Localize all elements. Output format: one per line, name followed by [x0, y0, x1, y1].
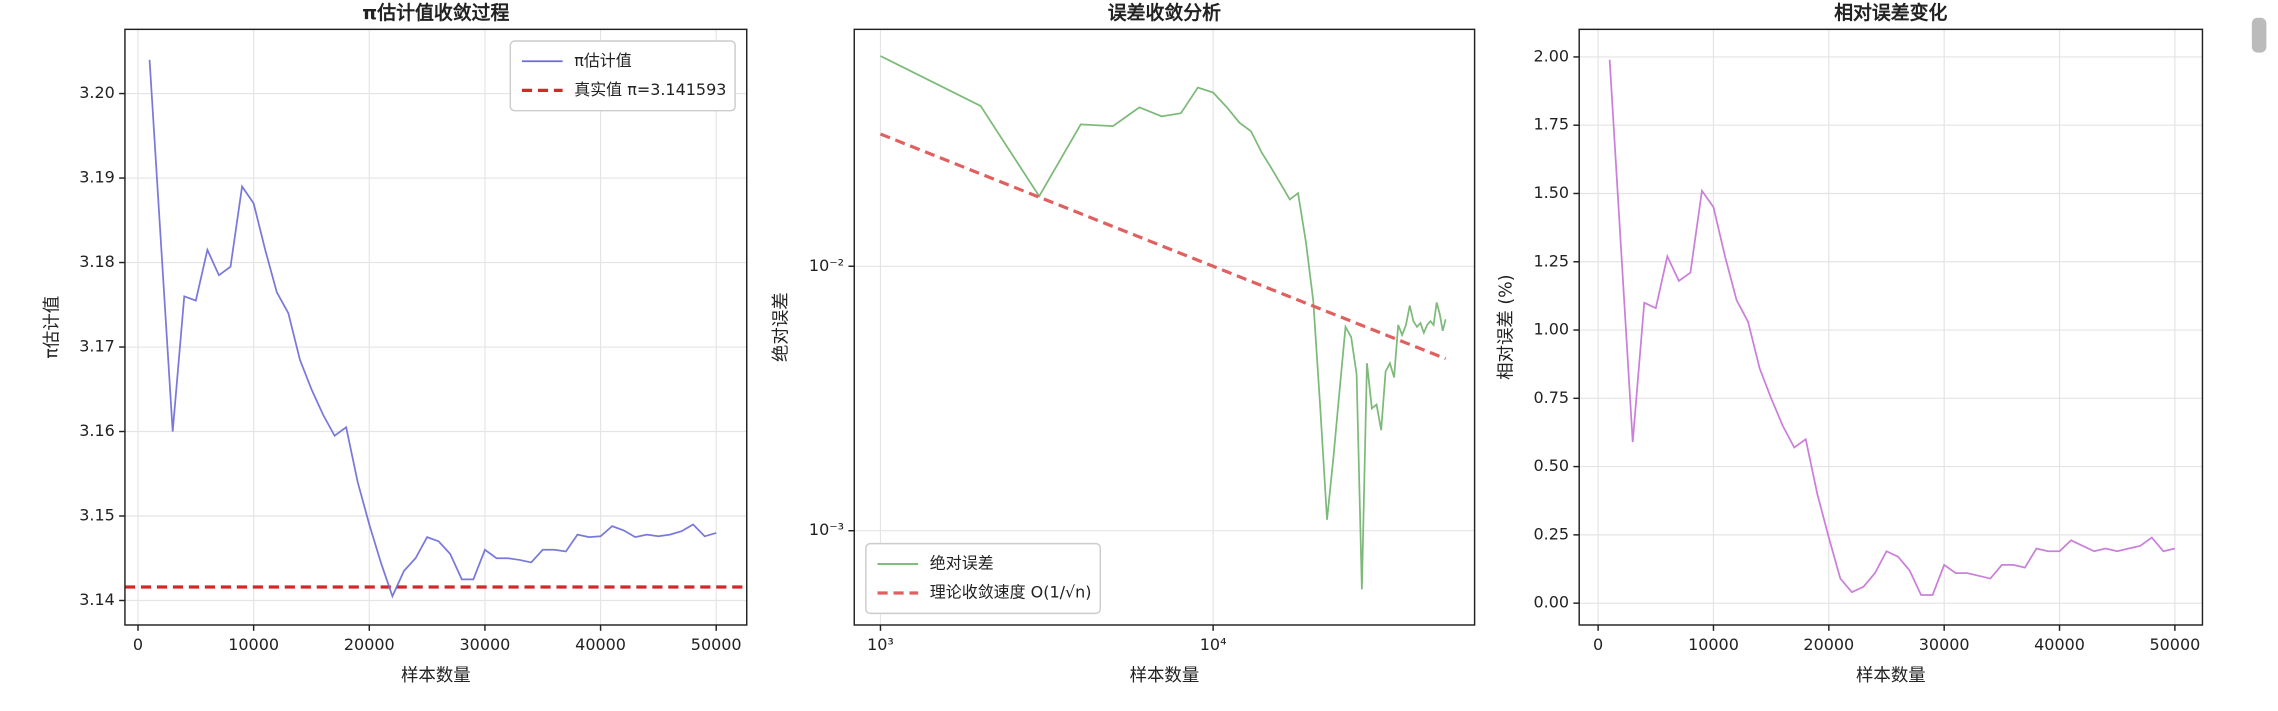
x-tick-label: 50000: [2149, 635, 2200, 654]
x-tick-label: 20000: [1803, 635, 1854, 654]
y-tick-label: 3.15: [79, 506, 115, 525]
legend-label: 绝对误差: [930, 553, 994, 572]
x-tick-label: 0: [133, 635, 143, 654]
legend-label: π估计值: [574, 51, 632, 70]
x-tick-label: 10000: [228, 635, 279, 654]
plot-frame: [124, 28, 748, 626]
y-tick-label: 3.14: [79, 590, 115, 609]
y-tick-label: 1.50: [1533, 183, 1569, 202]
y-tick-label: 3.19: [79, 168, 115, 187]
x-tick-label: 30000: [460, 635, 511, 654]
y-axis-label: 绝对误差: [772, 292, 792, 362]
y-tick-label: 0.00: [1533, 593, 1569, 612]
y-tick-label: 0.50: [1533, 456, 1569, 475]
data-line: [880, 55, 1447, 590]
y-tick-label: 10⁻²: [809, 256, 844, 275]
y-tick-label: 1.75: [1533, 115, 1569, 134]
x-tick-label: 30000: [1919, 635, 1970, 654]
x-tick-label: 20000: [344, 635, 395, 654]
x-axis-label: 样本数量: [1856, 666, 1926, 686]
plot-frame: [1578, 28, 2204, 626]
y-axis-label: π估计值: [42, 296, 62, 359]
y-tick-label: 3.20: [79, 83, 115, 102]
x-tick-label: 50000: [691, 635, 742, 654]
y-tick-label: 3.18: [79, 252, 115, 271]
data-line: [879, 132, 1447, 361]
y-tick-label: 3.17: [79, 337, 115, 356]
plot-frame: [853, 28, 1476, 626]
chart-title: π估计值收敛过程: [362, 1, 509, 24]
x-tick-label: 10000: [1688, 635, 1739, 654]
legend-box: [865, 542, 1102, 615]
y-tick-label: 0.75: [1533, 388, 1569, 407]
x-tick-label: 0: [1593, 635, 1603, 654]
y-tick-label: 1.25: [1533, 251, 1569, 270]
y-tick-label: 10⁻³: [809, 520, 844, 539]
y-axis-label: 相对误差 (%): [1497, 274, 1517, 379]
y-tick-label: 3.16: [79, 421, 115, 440]
chart-title: 误差收敛分析: [1108, 1, 1221, 24]
x-tick-label: 40000: [575, 635, 626, 654]
x-tick-label: 10⁴: [1200, 635, 1227, 654]
y-tick-label: 0.25: [1533, 524, 1569, 543]
chart-title: 相对误差变化: [1834, 1, 1947, 24]
y-tick-label: 2.00: [1533, 46, 1569, 65]
x-tick-label: 40000: [2034, 635, 2085, 654]
legend-box: [509, 40, 736, 112]
data-line: [148, 59, 717, 599]
x-axis-label: 样本数量: [401, 666, 471, 686]
y-tick-label: 1.00: [1533, 320, 1569, 339]
data-line: [1608, 59, 2176, 596]
x-axis-label: 样本数量: [1130, 666, 1200, 686]
legend-label: 理论收敛速度 O(1/√n): [930, 583, 1092, 602]
legend-label: 真实值 π=3.141593: [574, 80, 726, 99]
x-tick-label: 10³: [867, 635, 894, 654]
scrollbar: [2251, 17, 2267, 53]
